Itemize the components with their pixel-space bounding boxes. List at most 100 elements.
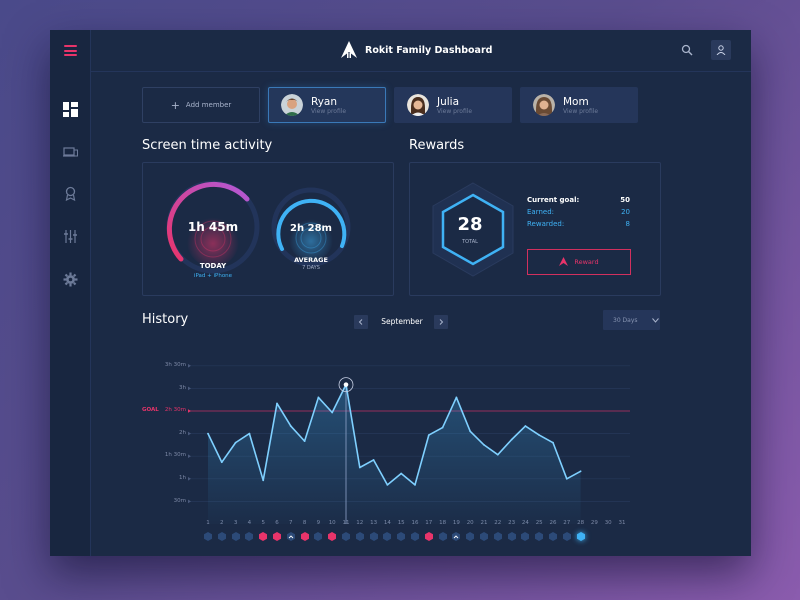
top-bar: Rokit Family Dashboard [91,30,751,72]
dashboard-icon[interactable] [63,102,78,117]
user-account-button[interactable] [711,40,731,60]
data-point[interactable] [220,461,223,464]
day-badge-icon[interactable] [480,532,488,541]
reward-badge-icon[interactable] [273,532,281,541]
range-select-value: 30 Days [613,316,638,324]
data-point[interactable] [538,434,541,437]
profile-card-julia[interactable]: Julia View profile [394,87,512,123]
reward-badge-icon[interactable] [328,532,337,541]
sliders-icon[interactable] [63,229,78,244]
data-point[interactable] [331,411,334,414]
day-badge-icon[interactable] [549,532,557,541]
day-badge-icon[interactable] [217,532,226,541]
brand: Rokit Family Dashboard [341,41,492,59]
data-point[interactable] [386,483,389,486]
rewarded-value: 8 [625,220,630,228]
screen-time-card: 1h 45m TODAY iPad + iPhone 2h 28m AVERAG… [142,162,394,296]
day-badge-icon[interactable] [576,532,585,541]
x-tick-label: 29 [590,520,598,526]
x-tick-label: 19 [452,520,460,526]
day-badge-icon[interactable] [493,532,502,541]
data-point[interactable] [455,396,458,399]
day-badge-icon[interactable] [342,532,350,541]
x-tick-label: 31 [618,520,626,526]
prev-month-button[interactable] [354,315,368,329]
day-badge-icon[interactable] [521,532,530,541]
hamburger-menu-icon[interactable] [64,45,77,56]
add-member-button[interactable]: + Add member [142,87,260,123]
x-tick-label: 10 [328,520,336,526]
day-badge-icon[interactable] [411,532,419,541]
data-point[interactable] [262,479,265,482]
rewarded-label: Rewarded: [527,220,565,228]
tick-marker [188,431,191,436]
view-profile-link[interactable]: View profile [311,107,347,115]
reward-badge-icon[interactable] [259,532,268,541]
data-point[interactable] [496,453,499,456]
data-point[interactable] [510,438,513,441]
data-point[interactable] [400,472,403,475]
view-profile-link[interactable]: View profile [563,107,599,115]
data-point[interactable] [579,470,582,473]
app-title: Rokit Family Dashboard [365,44,493,56]
data-point[interactable] [276,402,278,405]
data-point[interactable] [289,425,292,427]
reward-badge-icon[interactable] [300,532,309,541]
search-icon[interactable] [681,44,693,56]
day-badge-icon[interactable] [383,532,392,541]
data-point[interactable] [345,383,347,386]
view-profile-link[interactable]: View profile [437,107,473,115]
data-point[interactable] [524,425,527,427]
day-badge-icon[interactable] [535,532,544,541]
day-badge-icon[interactable] [204,532,212,541]
day-badge-icon[interactable] [245,532,254,541]
y-tick-label: 1h 30m [164,452,186,458]
data-point[interactable] [427,434,430,437]
chevron-right-icon [439,319,444,325]
settings-gear-icon[interactable] [63,272,78,287]
reward-button[interactable]: Reward [527,249,631,275]
data-point[interactable] [552,441,554,444]
profile-card-ryan[interactable]: Ryan View profile [268,87,386,123]
day-badge-icon[interactable] [231,532,240,541]
data-point[interactable] [317,396,320,399]
level-up-badge-icon[interactable] [286,532,295,541]
day-badge-icon[interactable] [397,532,406,541]
day-badge-icon[interactable] [314,532,323,541]
data-point[interactable] [565,477,568,480]
x-tick-label: 4 [247,520,252,526]
day-badge-icon[interactable] [562,532,571,541]
data-point[interactable] [441,426,444,429]
y-tick-label: 2h [179,430,186,436]
history-title: History [142,312,189,327]
next-month-button[interactable] [434,315,448,329]
x-tick-label: 25 [535,520,543,526]
day-badge-icon[interactable] [507,532,516,541]
data-point[interactable] [469,430,472,433]
data-point[interactable] [483,444,485,446]
x-tick-label: 30 [604,520,612,526]
reward-badge-icon[interactable] [424,532,433,541]
day-badge-icon[interactable] [466,532,475,541]
data-point[interactable] [358,466,361,469]
highlight-ring[interactable] [338,377,354,393]
data-point[interactable] [234,441,237,444]
data-point[interactable] [414,483,416,486]
day-badge-icon[interactable] [355,532,364,541]
day-badge-icon[interactable] [369,532,378,541]
screen-time-title: Screen time activity [142,138,273,153]
data-point[interactable] [248,432,251,435]
day-badge-icon[interactable] [438,532,447,541]
rewards-total: 28 [457,214,483,235]
devices-icon[interactable] [63,145,78,160]
data-point[interactable] [303,440,306,443]
today-value: 1h 45m [187,220,239,234]
award-icon[interactable] [63,186,78,201]
profile-card-mom[interactable]: Mom View profile [520,87,638,123]
level-up-badge-icon[interactable] [452,532,461,541]
range-select[interactable]: 30 Days [603,310,660,330]
data-point[interactable] [372,459,375,461]
data-point[interactable] [207,432,209,435]
rewards-total-label: TOTAL [462,239,478,245]
tick-marker [188,386,191,391]
